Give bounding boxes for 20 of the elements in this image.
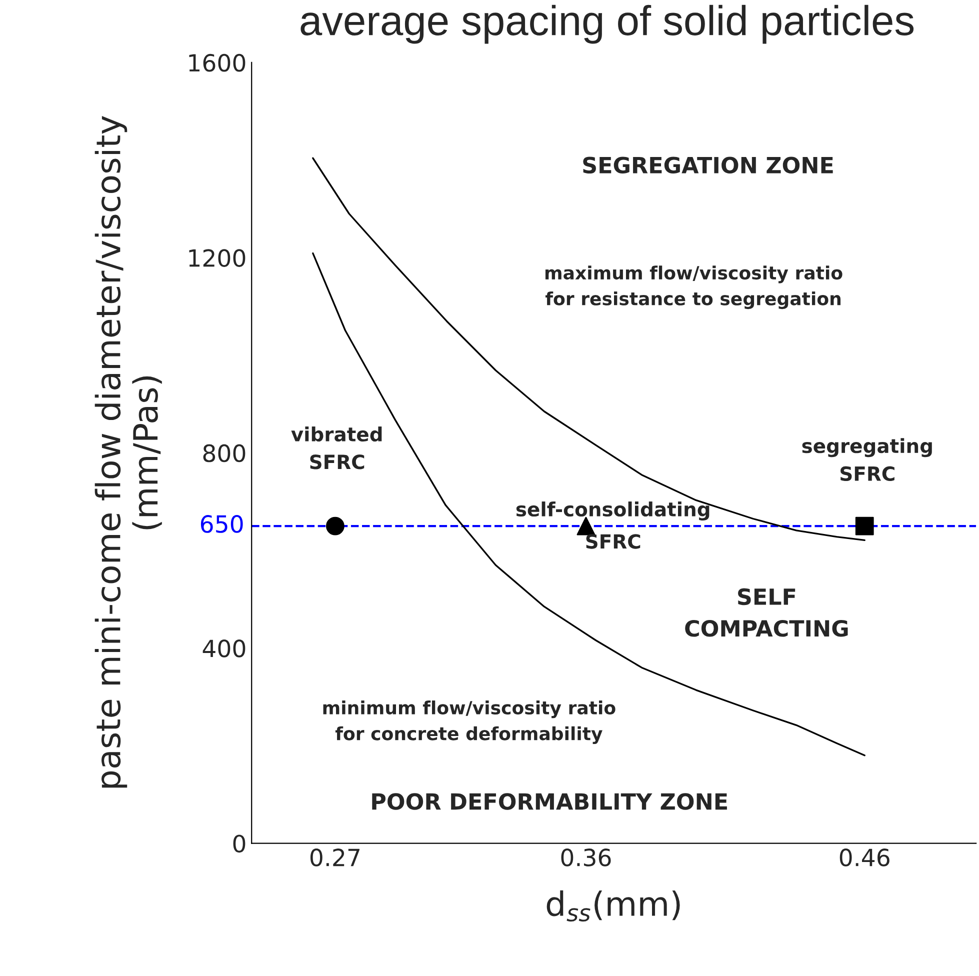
annotation: SEGREGATION ZONE — [583, 156, 833, 174]
y-tick-label: 800 — [203, 444, 246, 462]
ref-line-label: 650 — [200, 515, 243, 533]
annotation: maximum flow/viscosity ratio for resistance to segregation — [545, 266, 842, 310]
x-tick-label: 0.27 — [310, 848, 360, 866]
annotation: self-consolidating SFRC — [516, 501, 710, 549]
y-axis-title: paste mini-come flow diameter/viscosity (mm/Pas) — [94, 116, 162, 788]
annotation: POOR DEFORMABILITY ZONE — [372, 793, 727, 810]
annotation: vibrated SFRC — [291, 426, 382, 470]
annotation: SELF COMPACTING — [685, 588, 848, 637]
annotation: minimum flow/viscosity ratio for concrete deformability — [323, 700, 616, 744]
y-tick-label: 1600 — [189, 54, 246, 72]
y-tick-label: 400 — [202, 640, 246, 658]
chart-title: average spacing of solid particles — [300, 4, 914, 44]
y-tick-label: 0 — [233, 834, 246, 853]
annotation: segregating SFRC — [802, 438, 932, 482]
y-tick-label: 1200 — [189, 249, 246, 267]
x-axis-title: d$_{ss}$(mm) — [546, 890, 680, 922]
x-tick-label: 0.36 — [561, 848, 611, 866]
x-tick-label: 0.46 — [840, 848, 890, 866]
